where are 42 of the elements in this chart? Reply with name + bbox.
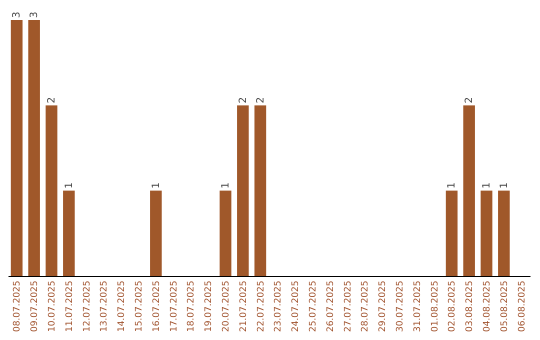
x-tick-label: 24.07.2025 <box>291 280 302 332</box>
data-label: 3 <box>12 12 23 18</box>
x-tick-label: 26.07.2025 <box>326 280 336 332</box>
x-tick-label: 25.07.2025 <box>308 280 318 332</box>
x-tick-label: 20.07.2025 <box>222 280 232 332</box>
data-label: 1 <box>220 182 232 189</box>
x-tick-label: 04.08.2025 <box>482 280 492 332</box>
data-label: 1 <box>64 182 75 189</box>
data-label: 2 <box>238 96 249 104</box>
data-label: 2 <box>46 96 58 104</box>
x-tick-label: 09.07.2025 <box>30 280 40 332</box>
data-label: 1 <box>150 182 162 189</box>
x-tick-label: 22.07.2025 <box>256 280 266 332</box>
x-tick-label: 03.08.2025 <box>465 280 476 332</box>
x-tick-label: 23.07.2025 <box>274 280 284 332</box>
x-tick-label: 01.08.2025 <box>430 280 440 332</box>
x-tick-label: 15.07.2025 <box>134 280 144 332</box>
x-tick-label: 06.08.2025 <box>517 280 528 332</box>
x-tick-label: 02.08.2025 <box>448 280 458 332</box>
x-tick-label: 27.07.2025 <box>343 280 354 332</box>
x-tick-label: 08.07.2025 <box>12 280 23 332</box>
x-tick-label: 19.07.2025 <box>204 280 214 332</box>
x-tick-label: 16.07.2025 <box>152 280 162 332</box>
data-label: 1 <box>446 182 458 189</box>
x-tick-label: 05.08.2025 <box>500 280 510 332</box>
x-tick-label: 17.07.2025 <box>169 280 180 332</box>
x-tick-label: 13.07.2025 <box>100 280 110 332</box>
data-label: 1 <box>482 182 492 189</box>
x-tick-label: 14.07.2025 <box>117 280 128 332</box>
x-tick-label: 29.07.2025 <box>378 280 388 332</box>
x-tick-label: 10.07.2025 <box>48 280 58 332</box>
x-tick-label: 30.07.2025 <box>396 280 406 332</box>
x-tick-label: 18.07.2025 <box>186 280 197 332</box>
data-label: 3 <box>29 12 40 18</box>
x-tick-label: 21.07.2025 <box>238 280 249 332</box>
data-label: 1 <box>498 182 510 189</box>
x-tick-label: 12.07.2025 <box>82 280 92 332</box>
x-tick-label: 28.07.2025 <box>360 280 371 332</box>
x-tick-label: 11.07.2025 <box>64 280 75 332</box>
data-label: 2 <box>255 96 266 104</box>
x-tick-label: 31.07.2025 <box>412 280 423 332</box>
data-label: 2 <box>464 96 476 104</box>
